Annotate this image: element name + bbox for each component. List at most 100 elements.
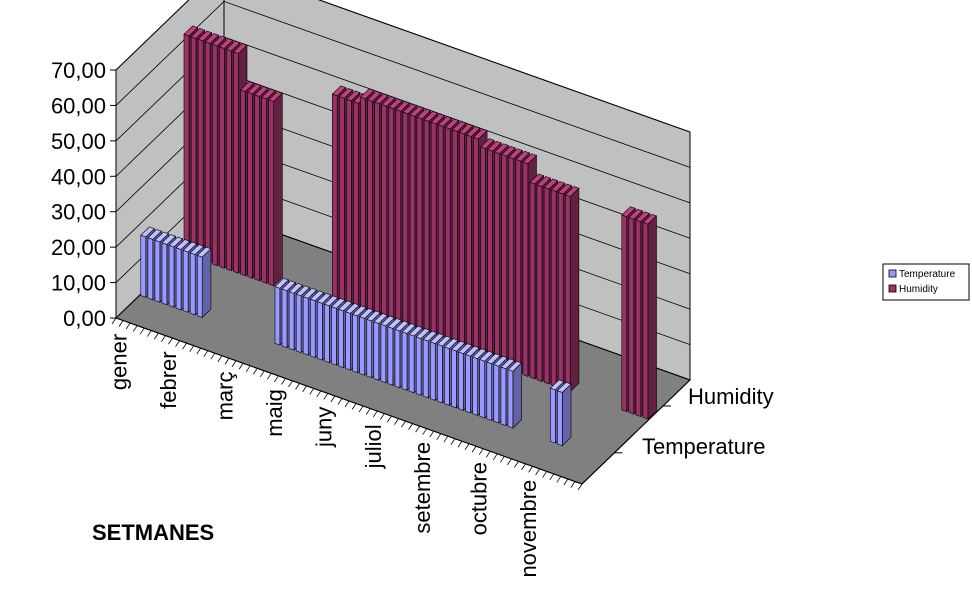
x-tick-mark [429,430,435,438]
x-tick-mark [457,441,463,448]
bar-front [480,146,486,362]
x-tick-mark [182,342,187,350]
x-tick-mark [408,423,413,430]
x-tick-mark [563,478,569,486]
y-tick-label: 0,00 [63,306,106,331]
bar-front [628,217,635,415]
x-tick-label: novembre [516,480,541,578]
bar-front [324,303,330,364]
legend-label-temperature: Temperature [899,269,956,280]
bar-front [437,343,443,404]
bar-front [473,136,479,360]
bar-front [444,346,450,406]
bar-front [402,111,409,335]
x-tick-mark [161,335,166,342]
legend-swatch-humidity [888,284,897,293]
bar-front [254,94,260,282]
bar-front [409,114,416,337]
bar-front [367,99,373,322]
y-tick-label: 20,00 [51,235,106,260]
x-tick-label: maig [262,389,287,437]
x-tick-mark [281,378,286,385]
bar-front [338,308,344,369]
bar-front [522,161,529,377]
series-humidity [183,25,658,420]
bar-front [437,124,444,347]
bar-front [422,338,429,399]
bar-front [493,364,500,424]
bar-front [175,247,182,311]
bar-front [331,306,337,366]
x-tick-mark [387,415,392,423]
x-tick-mark [154,332,159,340]
x-tick-mark [302,385,307,393]
x-tick-mark [245,365,251,373]
x-tick-mark [175,340,180,347]
bar-front [381,104,388,327]
bar-front [309,298,316,359]
bar-front [388,106,395,330]
depth-axis: Temperature Humidity [581,379,774,485]
bar-front [240,89,246,277]
bar-front [635,219,642,418]
bar-front [529,181,536,380]
x-tick-mark [394,418,399,425]
bar-front [247,91,253,279]
bar-front [359,316,365,376]
bar-front [346,98,352,314]
x-tick-mark [288,380,293,388]
x-tick-mark [485,451,491,458]
bar-side [273,92,283,287]
bar-front [458,351,464,411]
x-tick-mark [365,408,371,415]
bar-front [161,242,168,306]
bar-front [395,109,402,332]
bar-front [353,101,359,317]
bar-front [416,116,423,340]
x-tick-mark [422,428,427,435]
x-tick-mark [238,363,244,370]
bar-front [394,328,401,389]
x-tick-mark [351,403,357,410]
depth-label-humidity: Humidity [688,384,774,409]
x-tick-mark [189,345,194,352]
bar-front [345,311,351,371]
x-tick-label: juliol [361,424,386,469]
x-axis-line [115,317,583,485]
x-tick-mark [478,448,484,456]
bar-front [479,359,486,419]
bar-front [501,154,508,370]
bar-front [373,321,380,381]
x-tick-mark [309,388,315,395]
bar-front [423,119,430,342]
x-tick-mark [514,461,519,468]
bar-side [201,248,212,319]
x-tick-mark [344,400,350,408]
y-tick-label: 30,00 [51,200,106,225]
bar-front [564,194,571,392]
bar-humidity [268,91,283,287]
bar-humidity [642,213,658,420]
bar-front [331,93,338,309]
x-tick-mark [111,317,117,325]
bar-front [459,131,465,355]
x-tick-mark [507,458,512,466]
bar-front [182,249,189,313]
x-tick-mark [542,471,548,478]
bar-front [360,96,366,319]
x-tick-mark [118,320,124,327]
bar-front [430,121,437,345]
bar-humidity [564,186,580,393]
bar-front [274,286,281,346]
x-tick-mark [401,420,406,428]
x-tick-mark [210,352,216,360]
x-tick-mark [217,355,223,362]
x-tick-mark [379,413,385,420]
bar-front [189,252,196,316]
bar-temperature [196,246,212,319]
legend-box [882,263,970,301]
x-tick-mark [528,466,533,473]
series-temperature [140,226,572,447]
y-tick-label: 50,00 [51,129,106,154]
x-tick-mark [556,476,562,483]
